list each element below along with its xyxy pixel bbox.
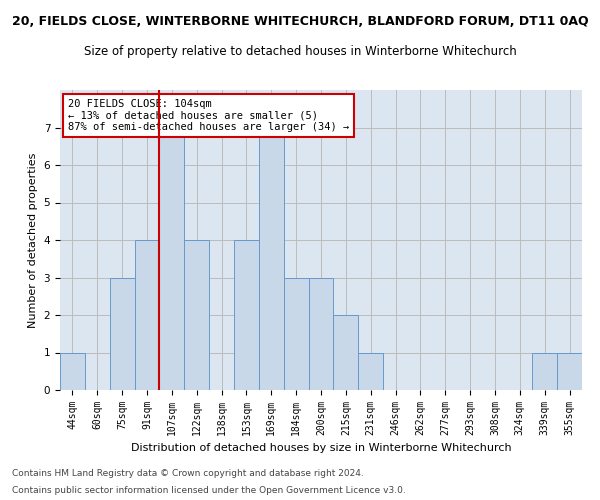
- Bar: [234, 240, 259, 390]
- Bar: [259, 128, 284, 390]
- Bar: [60, 352, 85, 390]
- Bar: [557, 352, 582, 390]
- Bar: [134, 240, 160, 390]
- Bar: [160, 128, 184, 390]
- Bar: [284, 278, 308, 390]
- Bar: [110, 278, 134, 390]
- Text: 20, FIELDS CLOSE, WINTERBORNE WHITECHURCH, BLANDFORD FORUM, DT11 0AQ: 20, FIELDS CLOSE, WINTERBORNE WHITECHURC…: [11, 15, 589, 28]
- Bar: [532, 352, 557, 390]
- Y-axis label: Number of detached properties: Number of detached properties: [28, 152, 38, 328]
- Bar: [358, 352, 383, 390]
- Text: 20 FIELDS CLOSE: 104sqm
← 13% of detached houses are smaller (5)
87% of semi-det: 20 FIELDS CLOSE: 104sqm ← 13% of detache…: [68, 99, 349, 132]
- Text: Contains public sector information licensed under the Open Government Licence v3: Contains public sector information licen…: [12, 486, 406, 495]
- Bar: [334, 315, 358, 390]
- Bar: [184, 240, 209, 390]
- Bar: [308, 278, 334, 390]
- X-axis label: Distribution of detached houses by size in Winterborne Whitechurch: Distribution of detached houses by size …: [131, 444, 511, 454]
- Text: Size of property relative to detached houses in Winterborne Whitechurch: Size of property relative to detached ho…: [83, 45, 517, 58]
- Text: Contains HM Land Registry data © Crown copyright and database right 2024.: Contains HM Land Registry data © Crown c…: [12, 468, 364, 477]
